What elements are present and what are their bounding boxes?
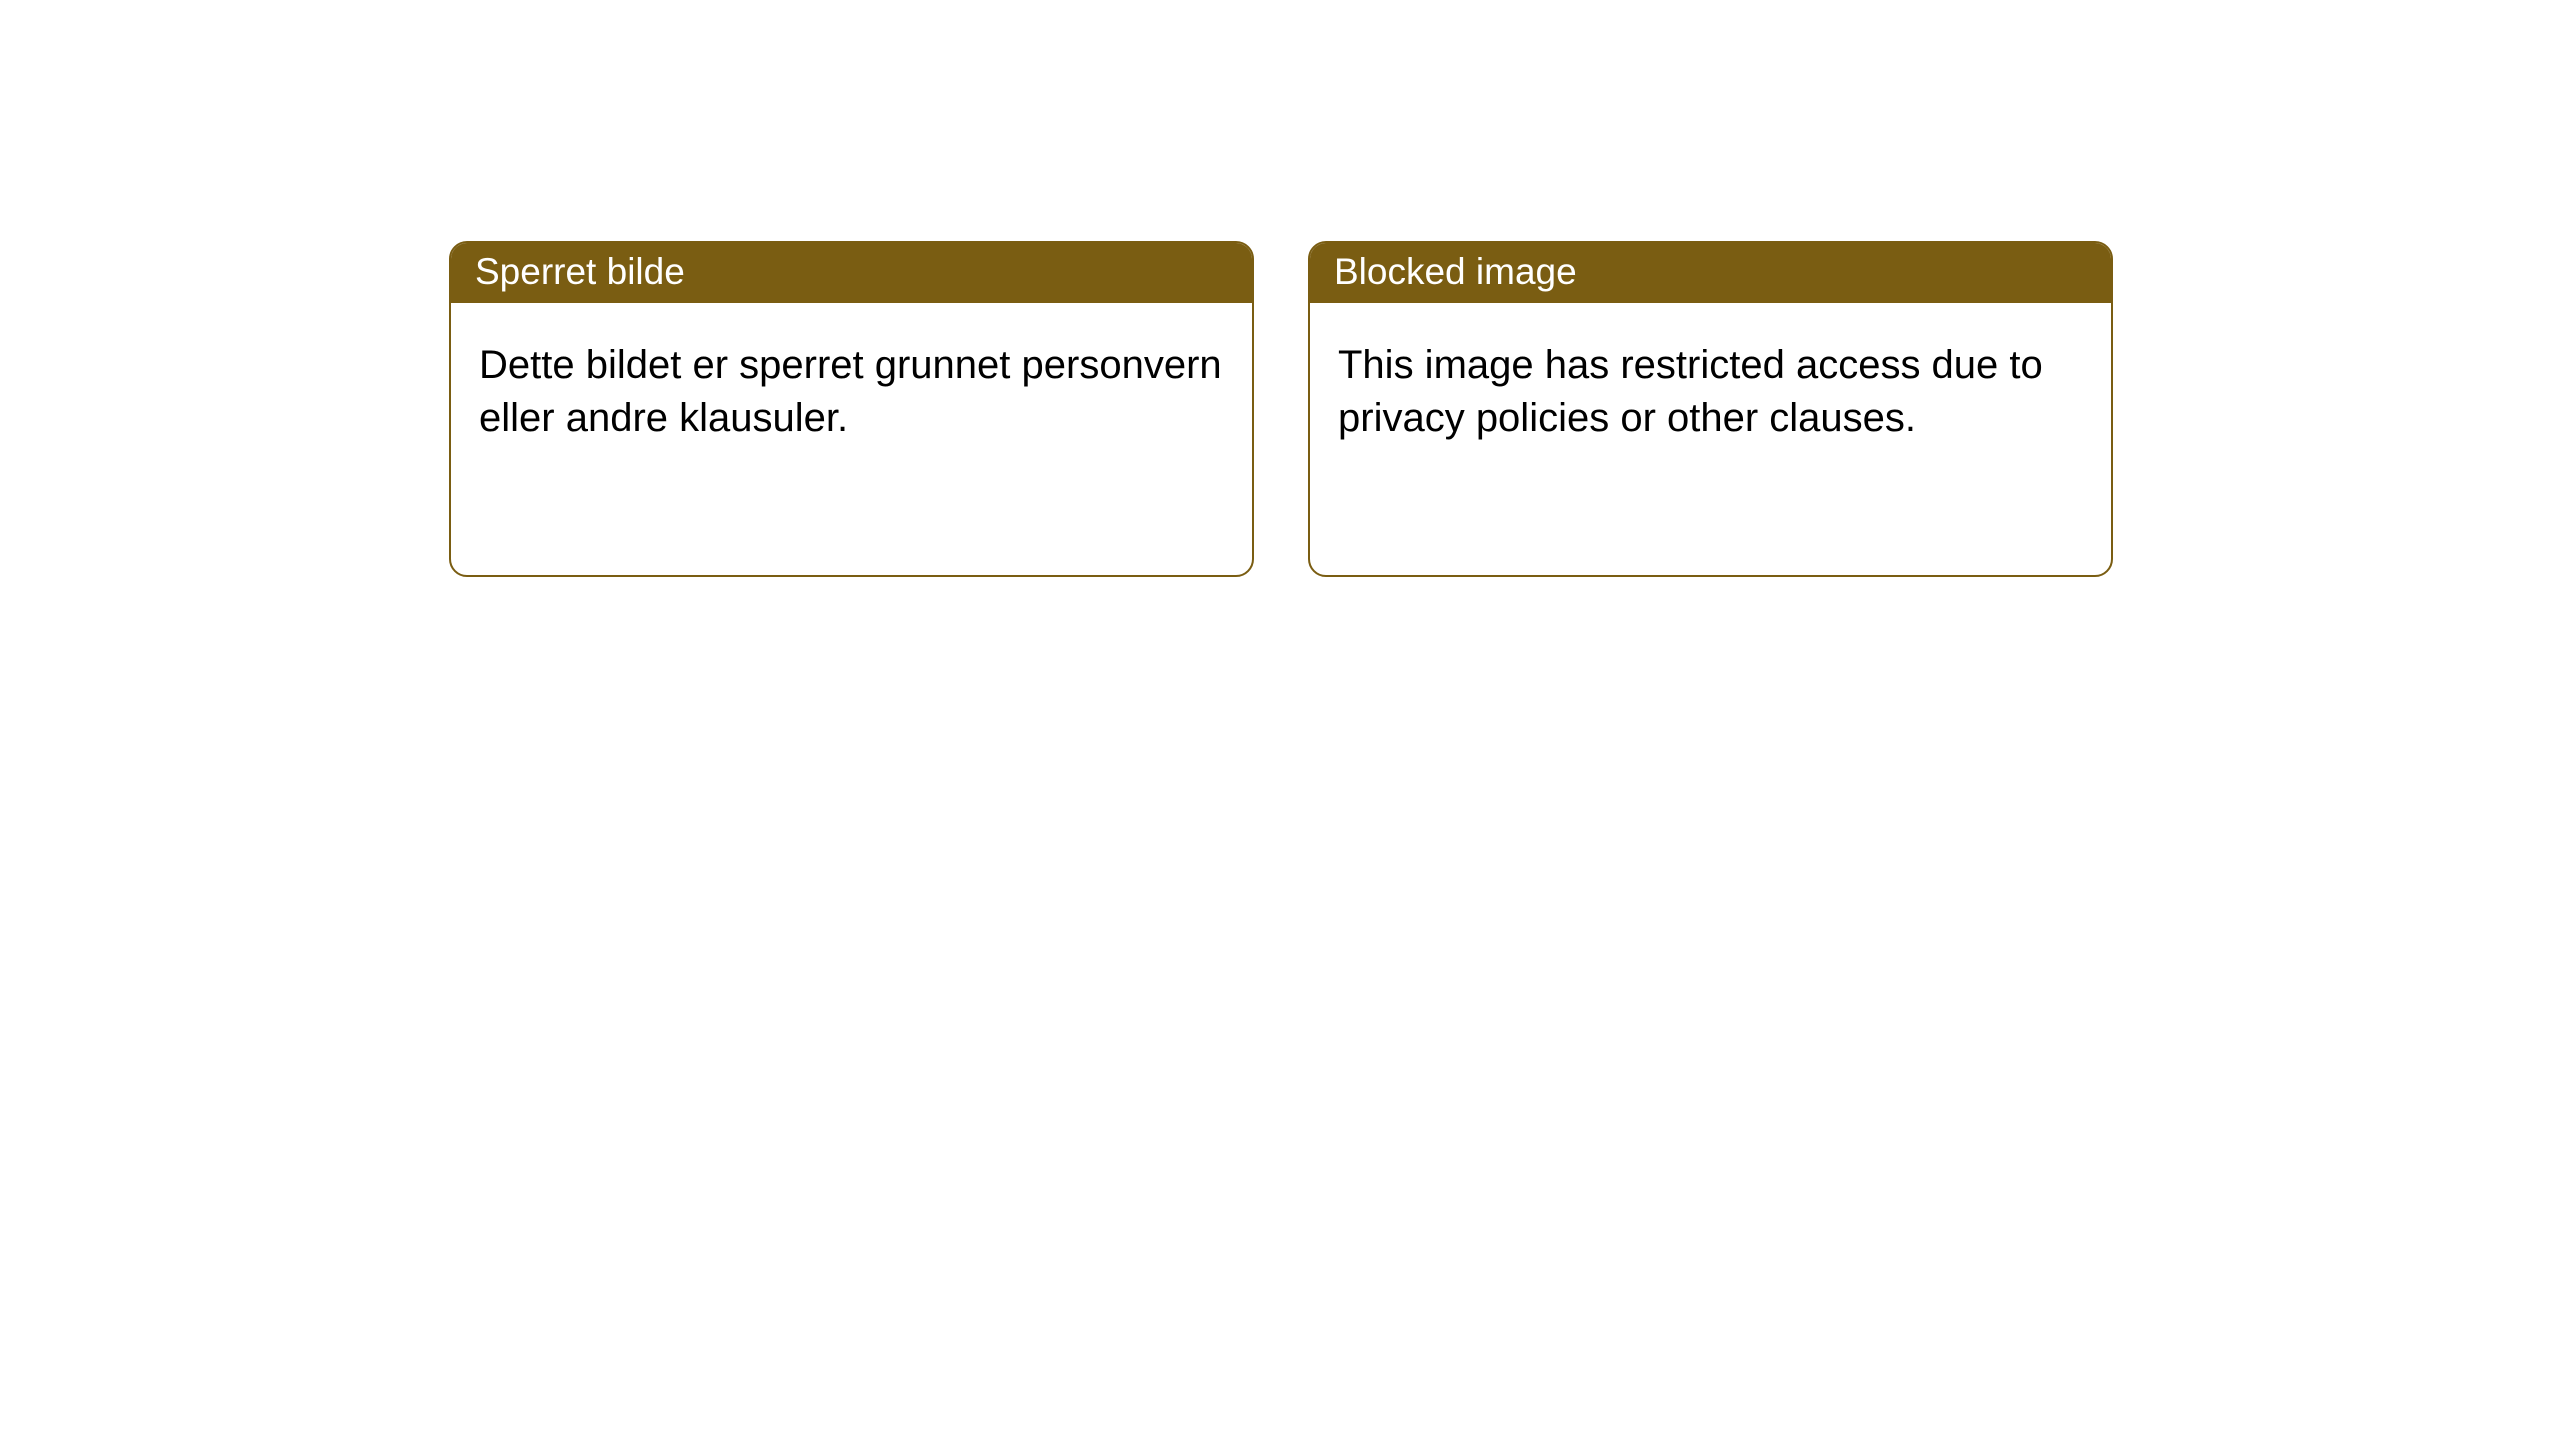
notice-body-text: This image has restricted access due to … xyxy=(1338,343,2043,440)
notice-header: Blocked image xyxy=(1310,243,2111,303)
notice-header: Sperret bilde xyxy=(451,243,1252,303)
notice-box-norwegian: Sperret bilde Dette bildet er sperret gr… xyxy=(449,241,1254,577)
notice-title: Sperret bilde xyxy=(475,251,685,292)
notice-title: Blocked image xyxy=(1334,251,1577,292)
notice-body: Dette bildet er sperret grunnet personve… xyxy=(451,303,1252,473)
notice-body-text: Dette bildet er sperret grunnet personve… xyxy=(479,343,1222,440)
notice-body: This image has restricted access due to … xyxy=(1310,303,2111,473)
notice-box-english: Blocked image This image has restricted … xyxy=(1308,241,2113,577)
notice-container: Sperret bilde Dette bildet er sperret gr… xyxy=(0,0,2560,577)
